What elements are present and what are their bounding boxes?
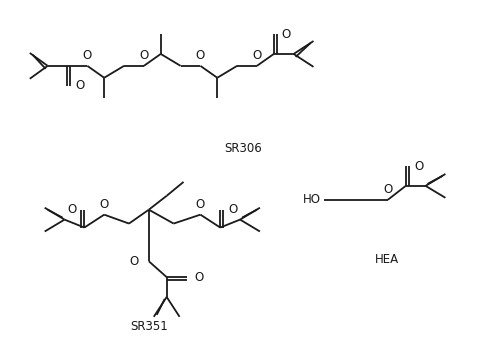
Text: O: O <box>196 198 205 211</box>
Text: O: O <box>228 203 237 216</box>
Text: O: O <box>383 183 392 196</box>
Text: O: O <box>282 28 291 41</box>
Text: O: O <box>130 255 139 268</box>
Text: O: O <box>76 79 84 92</box>
Text: O: O <box>67 203 76 216</box>
Text: HO: HO <box>302 193 320 206</box>
Text: O: O <box>196 50 205 63</box>
Text: O: O <box>414 159 424 173</box>
Text: HEA: HEA <box>375 253 399 266</box>
Text: O: O <box>252 50 262 63</box>
Text: SR306: SR306 <box>224 142 262 155</box>
Text: O: O <box>100 198 109 211</box>
Text: O: O <box>194 271 203 284</box>
Text: O: O <box>139 50 148 63</box>
Text: O: O <box>82 50 92 63</box>
Text: SR351: SR351 <box>130 320 168 333</box>
